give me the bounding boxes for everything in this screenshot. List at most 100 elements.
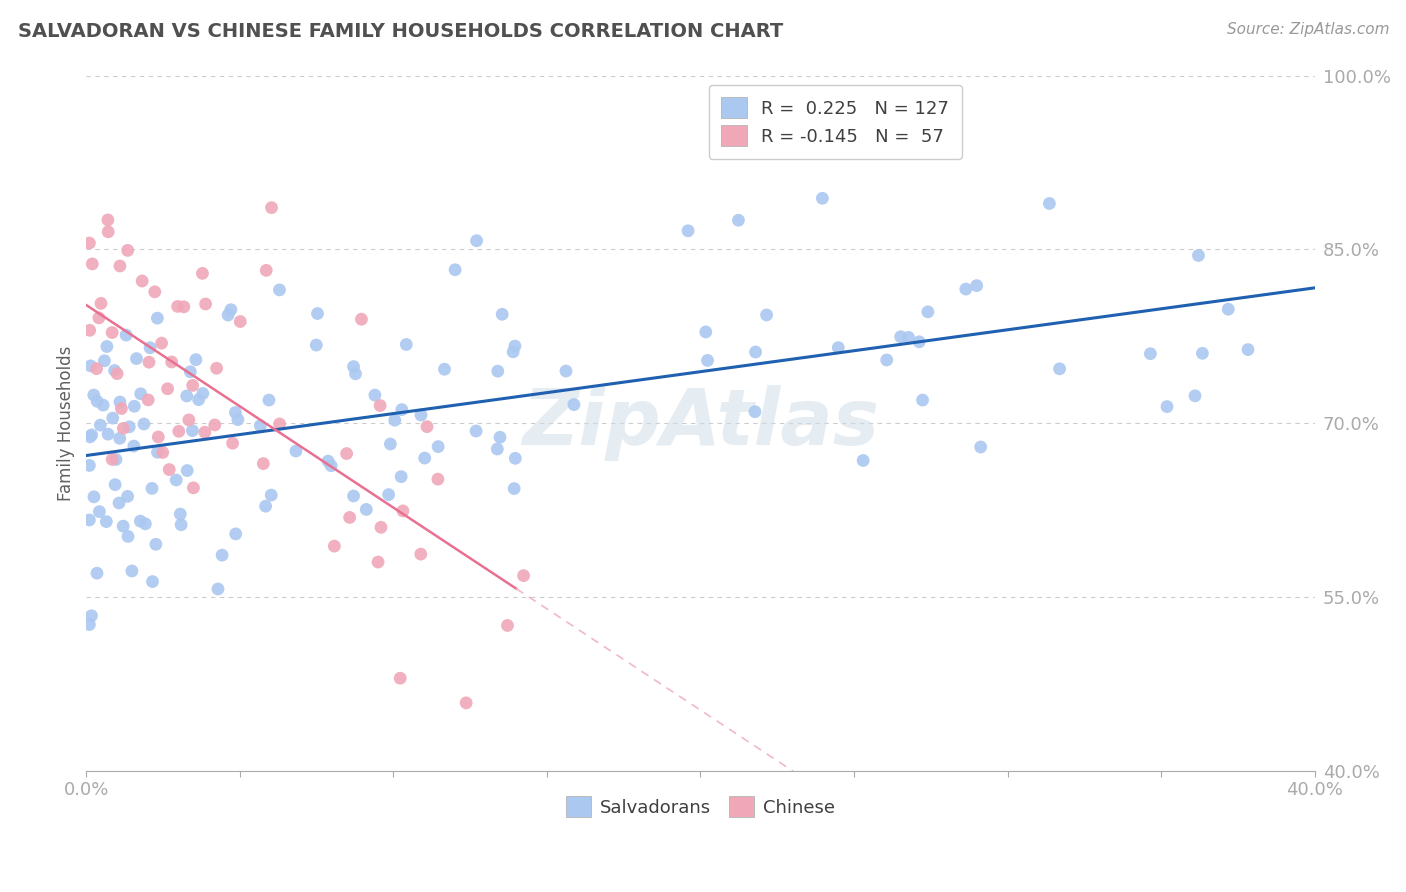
Point	[908, 334, 931, 349]
Point	[101, 452, 124, 467]
Point	[229, 314, 252, 328]
Text: ZipAtlas: ZipAtlas	[522, 385, 879, 461]
Point	[307, 306, 329, 320]
Point	[139, 341, 162, 355]
Point	[148, 430, 170, 444]
Point	[79, 323, 101, 337]
Point	[391, 402, 413, 417]
Point	[115, 328, 138, 343]
Point	[252, 457, 274, 471]
Point	[696, 353, 718, 368]
Point	[97, 427, 120, 442]
Point	[555, 364, 578, 378]
Point	[339, 510, 361, 524]
Point	[512, 568, 534, 582]
Point	[486, 442, 509, 456]
Point	[104, 452, 127, 467]
Point	[191, 266, 214, 280]
Point	[676, 224, 699, 238]
Point	[207, 582, 229, 596]
Point	[966, 278, 988, 293]
Point	[911, 393, 934, 408]
Point	[211, 548, 233, 562]
Point	[136, 392, 159, 407]
Point	[129, 386, 152, 401]
Point	[852, 453, 875, 467]
Point	[368, 399, 391, 413]
Point	[86, 361, 108, 376]
Point	[413, 451, 436, 466]
Point	[269, 283, 291, 297]
Point	[224, 405, 246, 419]
Point	[409, 408, 432, 422]
Point	[91, 398, 114, 412]
Point	[121, 564, 143, 578]
Point	[1156, 400, 1178, 414]
Point	[166, 300, 188, 314]
Point	[112, 519, 135, 533]
Point	[173, 300, 195, 314]
Point	[181, 424, 204, 438]
Point	[103, 363, 125, 377]
Point	[496, 618, 519, 632]
Point	[160, 355, 183, 369]
Point	[827, 341, 849, 355]
Point	[83, 490, 105, 504]
Point	[695, 325, 717, 339]
Point	[389, 671, 412, 685]
Point	[221, 436, 243, 450]
Point	[152, 445, 174, 459]
Point	[1237, 343, 1260, 357]
Point	[122, 439, 145, 453]
Point	[141, 574, 163, 589]
Point	[89, 505, 111, 519]
Point	[145, 537, 167, 551]
Point	[342, 489, 364, 503]
Point	[491, 307, 513, 321]
Point	[260, 201, 283, 215]
Point	[181, 378, 204, 392]
Point	[505, 451, 527, 466]
Point	[444, 262, 467, 277]
Point	[389, 469, 412, 483]
Point	[392, 504, 415, 518]
Point	[82, 257, 104, 271]
Point	[249, 418, 271, 433]
Point	[1218, 302, 1240, 317]
Point	[146, 445, 169, 459]
Point	[129, 514, 152, 528]
Point	[118, 419, 141, 434]
Point	[80, 608, 103, 623]
Point	[176, 389, 198, 403]
Point	[117, 529, 139, 543]
Point	[321, 458, 343, 473]
Point	[131, 274, 153, 288]
Point	[367, 555, 389, 569]
Point	[489, 430, 512, 444]
Point	[876, 353, 898, 368]
Point	[433, 362, 456, 376]
Point	[101, 411, 124, 425]
Point	[187, 392, 209, 407]
Point	[141, 482, 163, 496]
Point	[183, 481, 205, 495]
Point	[177, 413, 200, 427]
Point	[955, 282, 977, 296]
Text: SALVADORAN VS CHINESE FAMILY HOUSEHOLDS CORRELATION CHART: SALVADORAN VS CHINESE FAMILY HOUSEHOLDS …	[18, 22, 783, 41]
Point	[157, 462, 180, 476]
Point	[146, 311, 169, 326]
Point	[380, 437, 402, 451]
Point	[269, 417, 291, 431]
Point	[316, 454, 339, 468]
Point	[96, 515, 118, 529]
Point	[138, 355, 160, 369]
Point	[112, 421, 135, 435]
Point	[486, 364, 509, 378]
Point	[101, 326, 124, 340]
Point	[503, 482, 526, 496]
Point	[744, 405, 766, 419]
Point	[254, 263, 277, 277]
Point	[727, 213, 749, 227]
Point	[364, 388, 387, 402]
Point	[169, 507, 191, 521]
